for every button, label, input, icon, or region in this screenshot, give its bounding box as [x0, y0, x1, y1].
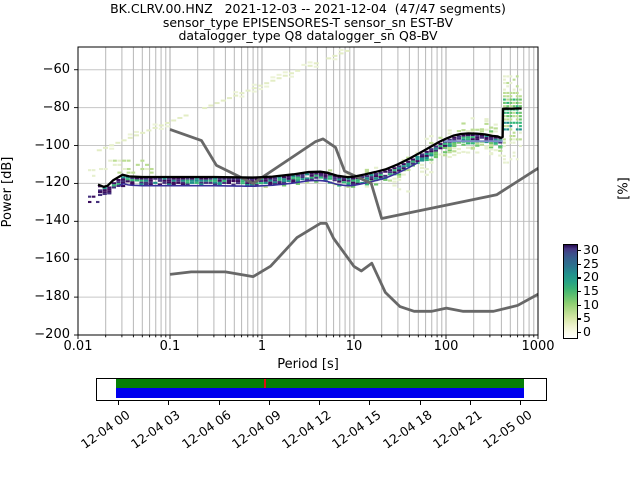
colorbar-tick-mark [577, 318, 581, 320]
psd-histogram-bins [88, 48, 522, 204]
colorbar-tick-label: 15 [583, 283, 599, 298]
y-tick-label: −120 [34, 175, 70, 191]
colorbar-tick-label: 10 [583, 296, 599, 312]
y-tick-label: −200 [34, 327, 70, 342]
coverage-data-bar [116, 388, 524, 398]
y-tick-label: −140 [34, 213, 70, 229]
coverage-tick-mark [469, 400, 471, 405]
colorbar-tick-mark [577, 263, 581, 265]
coverage-tick-mark [168, 400, 170, 405]
coverage-gap-marker [264, 379, 267, 388]
colorbar-tick-label: 25 [583, 255, 599, 271]
y-tick-label: −80 [42, 99, 70, 115]
colorbar-tick-label: 30 [583, 242, 599, 257]
plot-title-line2: sensor_type EPISENSORES-T sensor_sn EST-… [162, 15, 454, 30]
plot-title-line3: datalogger_type Q8 datalogger_sn Q8-BV [178, 28, 438, 43]
axes-frame [77, 46, 539, 336]
y-tick-label: −160 [34, 251, 70, 267]
noise_model_low_NLNM [169, 221, 539, 313]
x-axis-label: Period [s] [277, 357, 339, 372]
coverage-tick-mark [118, 400, 119, 405]
coverage-segments-bar [116, 379, 524, 388]
x-tick-label: 0.01 [63, 339, 93, 354]
coverage-tick-mark [520, 400, 521, 405]
psd_mode_line [97, 107, 522, 188]
colorbar-tick-mark [577, 250, 581, 252]
x-tick-label: 1000 [521, 339, 555, 354]
colorbar-tick-mark [577, 277, 581, 279]
axis-ticks [74, 69, 539, 339]
colorbar-tick-mark [577, 291, 581, 293]
vertical-gridlines [77, 47, 539, 335]
y-tick-label: −180 [34, 289, 70, 305]
x-tick-label: 1 [257, 339, 267, 354]
colorbar-tick-label: 0 [583, 324, 591, 339]
y-tick-label: −60 [42, 61, 70, 77]
y-tick-label: −100 [34, 137, 70, 153]
colorbar-tick-mark [577, 332, 581, 334]
coverage-tick-mark [268, 400, 270, 405]
noise_model_high_NHNM [169, 128, 539, 220]
coverage-tick-mark [419, 400, 421, 405]
colorbar-gradient [563, 244, 578, 339]
coverage-tick-mark [369, 400, 371, 405]
colorbar-tick-label: 20 [583, 269, 599, 285]
coverage-tick-mark [319, 400, 320, 405]
colorbar-tick-label: 5 [583, 310, 591, 326]
colorbar-tick-mark [577, 304, 581, 306]
x-tick-label: 10 [345, 339, 363, 354]
coverage-tick-mark [218, 400, 220, 405]
plot-title-line1: BK.CLRV.00.HNZ 2021-12-03 -- 2021-12-04 … [110, 1, 506, 16]
x-tick-label: 0.1 [159, 339, 181, 354]
x-tick-label: 100 [433, 339, 459, 354]
